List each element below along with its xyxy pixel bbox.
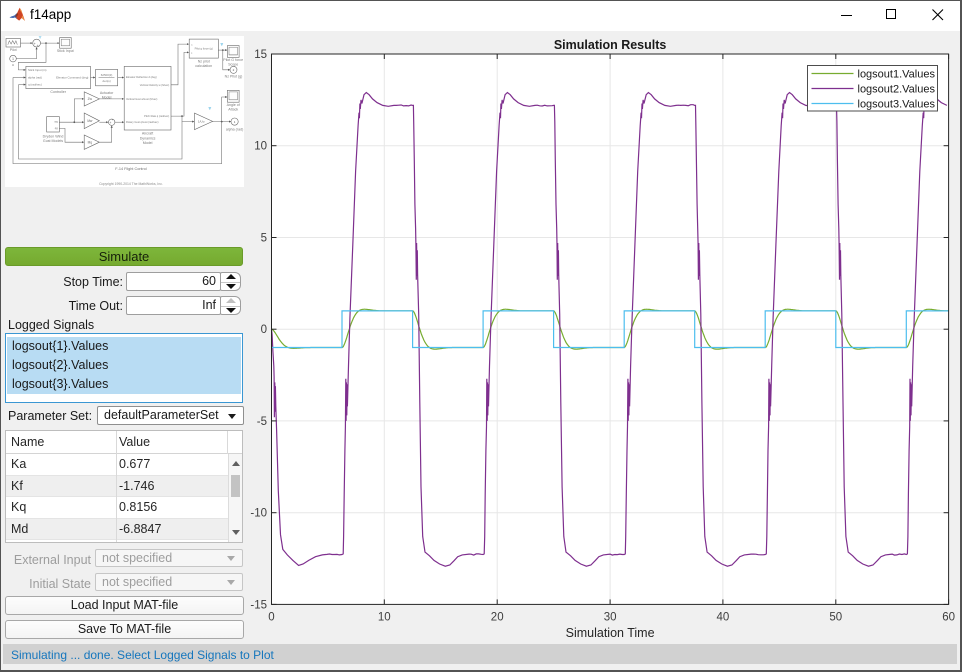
svg-text:w: w xyxy=(191,44,193,46)
svg-text:Controller: Controller xyxy=(50,90,66,94)
svg-text:+: + xyxy=(111,117,113,121)
svg-text:10: 10 xyxy=(254,141,267,153)
svg-text:qg: qg xyxy=(55,127,58,130)
svg-text:Nz Pilot (g): Nz Pilot (g) xyxy=(225,75,243,79)
svg-text:Zw: Zw xyxy=(88,97,93,101)
svg-text:40: 40 xyxy=(717,611,730,623)
svg-text:q: q xyxy=(191,53,193,55)
svg-text:15: 15 xyxy=(254,49,267,61)
svg-text:Rotary Gust qGust (rad/sec): Rotary Gust qGust (rad/sec) xyxy=(126,120,159,124)
svg-text:Mw: Mw xyxy=(87,119,93,123)
svg-text:q (rad/sec): q (rad/sec) xyxy=(28,83,42,87)
svg-text:Elevator Command (deg): Elevator Command (deg) xyxy=(56,76,88,80)
svg-text:Copyright 1990-2014 The MathWo: Copyright 1990-2014 The MathWorks, Inc. xyxy=(99,182,163,186)
svg-text:alpha (rad): alpha (rad) xyxy=(28,76,42,80)
svg-text:Stick Input: Stick Input xyxy=(57,49,74,53)
svg-text:Stick Input (in): Stick Input (in) xyxy=(28,68,47,72)
svg-text:F-14 Flight Control: F-14 Flight Control xyxy=(115,167,147,171)
svg-text:+: + xyxy=(109,121,111,125)
svg-text:-10: -10 xyxy=(250,508,267,520)
svg-text:0: 0 xyxy=(261,324,267,336)
svg-text:50: 50 xyxy=(829,611,842,623)
svg-text:den(s): den(s) xyxy=(102,79,110,83)
svg-text:1/Uo: 1/Uo xyxy=(198,120,205,124)
svg-text:Angle of: Angle of xyxy=(227,103,240,107)
svg-text:Aircraft: Aircraft xyxy=(142,132,153,136)
svg-text:Simulation Time: Simulation Time xyxy=(566,626,655,640)
svg-text:Vertical Gust wGust (ft/sec): Vertical Gust wGust (ft/sec) xyxy=(126,97,158,101)
svg-text:Mq: Mq xyxy=(88,141,93,145)
svg-text:Vertical Velocity w (ft/sec): Vertical Velocity w (ft/sec) xyxy=(140,83,170,87)
svg-text:Attack: Attack xyxy=(228,107,238,111)
svg-text:Dynamics: Dynamics xyxy=(140,136,156,140)
svg-text:10: 10 xyxy=(378,611,391,623)
svg-text:u: u xyxy=(12,63,14,67)
svg-text:+: + xyxy=(33,42,36,46)
svg-text:-15: -15 xyxy=(250,599,267,611)
svg-text:logsout2.Values: logsout2.Values xyxy=(858,84,936,96)
svg-text:calculation: calculation xyxy=(195,64,212,68)
svg-text:Pilot g force (g): Pilot g force (g) xyxy=(195,47,213,51)
svg-text:2: 2 xyxy=(233,68,235,72)
svg-text:Pilot G force: Pilot G force xyxy=(223,58,243,62)
svg-text:Dryden Wind: Dryden Wind xyxy=(43,135,64,139)
svg-text:5: 5 xyxy=(261,233,267,245)
svg-text:Scope: Scope xyxy=(228,63,238,67)
svg-text:+: + xyxy=(37,44,39,48)
svg-text:-5: -5 xyxy=(257,416,267,428)
svg-text:Pilot: Pilot xyxy=(10,48,17,52)
svg-text:Model: Model xyxy=(143,141,153,145)
svg-text:Gust Models: Gust Models xyxy=(43,139,63,143)
svg-text:Pitch Rate q (rad/sec): Pitch Rate q (rad/sec) xyxy=(144,114,169,118)
svg-text:Simulation Results: Simulation Results xyxy=(554,38,667,52)
svg-text:Nz pilot: Nz pilot xyxy=(198,60,210,64)
svg-text:Elevator Deflection d (deg): Elevator Deflection d (deg) xyxy=(126,75,157,79)
svg-text:62500(3): 62500(3) xyxy=(101,73,113,77)
svg-text:1: 1 xyxy=(12,57,14,61)
svg-text:wg: wg xyxy=(54,121,58,124)
svg-text:30: 30 xyxy=(604,611,617,623)
svg-text:20: 20 xyxy=(491,611,504,623)
svg-text:Model: Model xyxy=(102,95,112,99)
svg-text:0: 0 xyxy=(268,611,274,623)
svg-text:60: 60 xyxy=(942,611,955,623)
svg-text:1: 1 xyxy=(234,120,236,124)
svg-text:logsout3.Values: logsout3.Values xyxy=(858,99,936,111)
svg-text:Actuator: Actuator xyxy=(100,91,114,95)
svg-text:logsout1.Values: logsout1.Values xyxy=(858,69,936,81)
svg-text:alpha (rad): alpha (rad) xyxy=(226,128,243,132)
